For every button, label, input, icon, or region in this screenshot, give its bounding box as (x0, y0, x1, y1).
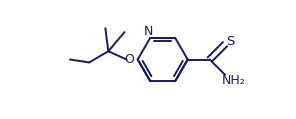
Text: NH₂: NH₂ (221, 74, 245, 87)
Text: O: O (125, 53, 134, 66)
Text: N: N (144, 25, 153, 38)
Text: S: S (226, 35, 234, 48)
